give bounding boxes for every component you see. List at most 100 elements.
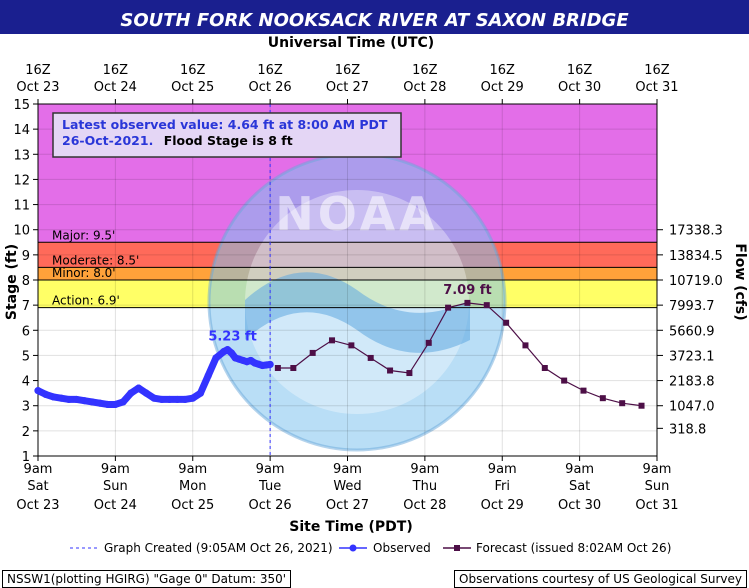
bottom-tick-date: Oct 27 [326, 498, 369, 513]
y-tick-label: 12 [13, 173, 30, 188]
forecast-line [277, 302, 642, 407]
forecast-point [580, 387, 587, 394]
legend: Graph Created (9:05AM Oct 26, 2021) Obse… [70, 541, 671, 555]
info-box-frame [52, 112, 402, 158]
chart-title: SOUTH FORK NOOKSACK RIVER AT SAXON BRIDG… [0, 8, 749, 34]
top-tick-date: Oct 30 [558, 80, 601, 95]
flow-tick-label: 10719.0 [669, 274, 723, 289]
info-box: Latest observed value: 4.64 ft at 8:00 A… [52, 112, 402, 158]
y-tick-label: 9 [22, 249, 30, 264]
forecast-point [274, 365, 281, 371]
flow-tick-label: 318.8 [669, 422, 706, 437]
bottom-tick-date: Oct 30 [558, 498, 601, 513]
bottom-tick-date: Oct 31 [635, 498, 678, 513]
top-tick-time: 16Z [25, 63, 51, 78]
threshold-label-major: Major: 9.5' [52, 228, 115, 242]
y-tick-label: 6 [22, 324, 30, 339]
forecast-point [483, 302, 490, 309]
forecast-point [367, 354, 374, 361]
observed-point [165, 395, 174, 404]
bottom-tick-day: Fri [495, 479, 511, 494]
bottom-tick-day: Sat [27, 479, 48, 494]
legend-observed-label: Observed [373, 541, 431, 555]
bottom-tick-date: Oct 29 [481, 498, 524, 513]
datum-note: NSSW1(plotting HGIRG) "Gage 0" Datum: 35… [2, 570, 292, 588]
noaa-seal-bird [245, 272, 470, 353]
bottom-tick-time: 9am [101, 462, 130, 477]
observed-point [57, 394, 65, 402]
top-tick-date: Oct 26 [249, 80, 292, 95]
bottom-tick-day: Wed [333, 479, 361, 494]
forecast-point [387, 367, 394, 374]
bottom-tick-time: 9am [178, 462, 207, 477]
observed-point [111, 400, 119, 409]
forecast-point [561, 377, 568, 384]
y-tick-label: 8 [22, 274, 30, 289]
info-line-1: Latest observed value: 4.64 ft at 8:00 A… [62, 117, 388, 132]
y-tick-label: 13 [13, 148, 30, 163]
y-tick-label: 14 [13, 123, 30, 138]
top-tick-time: 16Z [644, 63, 670, 78]
bottom-tick-day: Sun [645, 479, 670, 494]
noaa-logo-watermark: NOAA [207, 152, 507, 452]
top-tick-time: 16Z [412, 63, 438, 78]
legend-forecast-marker [454, 545, 460, 551]
y-tick-label: 15 [13, 98, 30, 113]
series: 5.23 ft 7.09 ft [34, 283, 645, 409]
observed-point [73, 395, 81, 404]
threshold-label-minor: Minor: 8.0' [52, 266, 116, 280]
bottom-tick-date: Oct 28 [403, 498, 446, 513]
forecast-point [425, 339, 432, 346]
top-tick-time: 16Z [490, 63, 516, 78]
observed-point [181, 395, 189, 404]
info-date: 26-Oct-2021. [62, 133, 153, 148]
legend-observed-marker [349, 544, 357, 552]
flow-tick-label: 2183.8 [669, 375, 715, 390]
top-tick-time: 16Z [257, 63, 283, 78]
y-tick-label: 2 [22, 425, 30, 440]
bottom-tick-time: 9am [488, 462, 517, 477]
top-tick-date: Oct 25 [171, 80, 214, 95]
bottom-tick-day: Sat [569, 479, 590, 494]
legend-forecast-label: Forecast (issued 8:02AM Oct 26) [476, 541, 671, 555]
legend-created-label: Graph Created (9:05AM Oct 26, 2021) [104, 541, 333, 555]
top-tick-time: 16Z [567, 63, 593, 78]
observed-point [65, 395, 73, 404]
top-tick-date: Oct 27 [326, 80, 369, 95]
forecast-point [541, 365, 548, 371]
observed-point [158, 395, 166, 404]
bottom-tick-date: Oct 26 [249, 498, 292, 513]
bottom-tick-time: 9am [643, 462, 672, 477]
threshold-label-action: Action: 6.9' [52, 294, 120, 308]
bottom-tick-day: Sun [103, 479, 128, 494]
observed-point [127, 389, 135, 397]
observations-credit: Observations courtesy of US Geological S… [454, 570, 747, 588]
observed-point [173, 395, 181, 404]
bottom-tick-time: 9am [333, 462, 362, 477]
observed-point [80, 397, 89, 405]
y-axis-title: Stage (ft) [4, 244, 20, 320]
bottom-tick-time: 9am [24, 462, 53, 477]
bottom-tick-date: Oct 23 [16, 498, 59, 513]
observed-point [134, 384, 143, 392]
observed-point [204, 371, 212, 380]
bottom-tick-date: Oct 25 [171, 498, 214, 513]
forecast-point [406, 370, 413, 377]
flow-tick-label: 17338.3 [669, 224, 723, 239]
y-tick-label: 1 [22, 450, 30, 465]
y-tick-label: 7 [22, 299, 30, 314]
observed-point [49, 393, 58, 401]
y-tick-label: 10 [13, 224, 30, 239]
y-tick-label: 4 [22, 375, 30, 390]
top-tick-time: 16Z [180, 63, 206, 78]
flow-tick-label: 7993.7 [669, 299, 715, 314]
top-axis-title: Universal Time (UTC) [268, 35, 434, 51]
observed-point [227, 349, 236, 357]
top-tick-time: 16Z [335, 63, 361, 78]
flow-tick-label: 13834.5 [669, 249, 723, 264]
forecast-point [348, 342, 355, 349]
observed-point [142, 389, 150, 397]
observed-point [212, 354, 220, 362]
y2-axis-title: Flow (cfs) [732, 243, 748, 320]
